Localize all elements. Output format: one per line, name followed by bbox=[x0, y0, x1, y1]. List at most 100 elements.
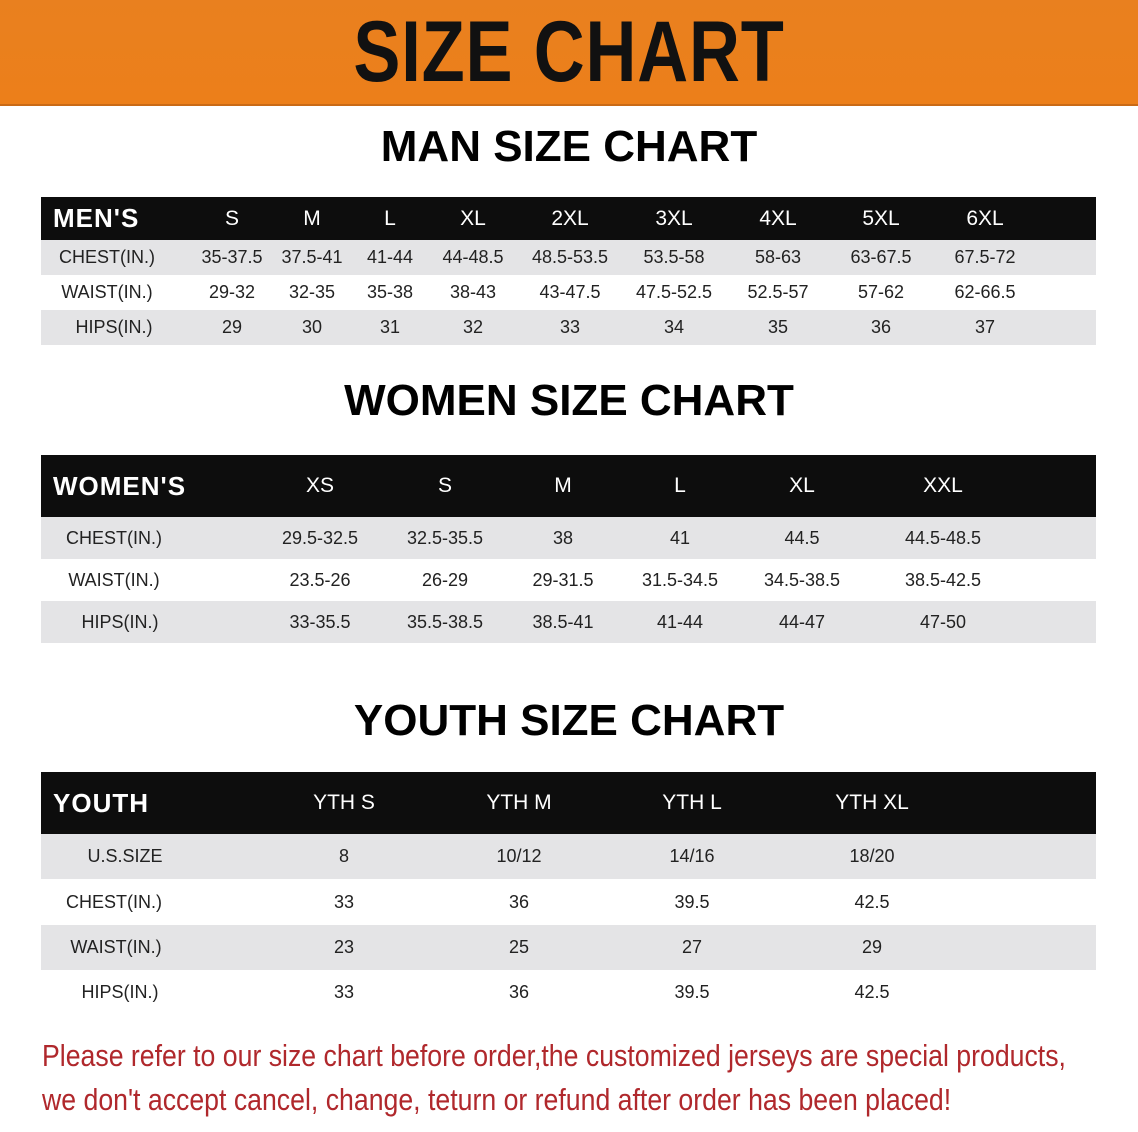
size-header: 4XL bbox=[759, 206, 797, 230]
table-row: CHEST(IN.) 35-37.5 37.5-41 41-44 44-48.5 48.5… bbox=[41, 240, 1096, 275]
table-cell: 44-47 bbox=[778, 611, 826, 632]
women-size-table: WOMEN'S XS S M L XL XXL CHEST(IN.) 29.5-32.5 32.5… bbox=[41, 455, 1096, 643]
size-header: M bbox=[303, 206, 321, 230]
table-cell: 34 bbox=[663, 317, 685, 337]
table-cell: 57-62 bbox=[857, 282, 905, 302]
table-row: HIPS(IN.) 29 30 31 32 33 34 35 36 37 bbox=[41, 310, 1096, 345]
row-label: HIPS(IN.) bbox=[75, 317, 153, 337]
row-label: WAIST(IN.) bbox=[70, 937, 162, 957]
table-cell: 38.5-42.5 bbox=[904, 569, 982, 590]
notice-line-1: Please refer to our size chart before or… bbox=[42, 1038, 1066, 1073]
size-header: S bbox=[437, 474, 453, 497]
table-cell: 33 bbox=[333, 891, 355, 912]
table-cell: 44.5 bbox=[784, 527, 820, 548]
table-cell: 47.5-52.5 bbox=[635, 282, 713, 302]
table-cell: 36 bbox=[508, 982, 530, 1002]
row-label: HIPS(IN.) bbox=[81, 982, 159, 1002]
table-cell: 37.5-41 bbox=[281, 247, 343, 267]
table-cell: 38-43 bbox=[449, 282, 497, 302]
table-cell: 35-38 bbox=[366, 282, 414, 302]
size-header: XXL bbox=[923, 474, 963, 497]
table-cell: 33 bbox=[559, 317, 581, 337]
table-cell: 31.5-34.5 bbox=[641, 569, 719, 590]
row-label: U.S.SIZE bbox=[87, 846, 163, 866]
table-cell: 39.5 bbox=[674, 982, 710, 1002]
size-header: 6XL bbox=[966, 206, 1004, 230]
table-cell: 32 bbox=[462, 317, 484, 337]
youth-header-row: YOUTH YTH S YTH M YTH L YTH XL bbox=[41, 772, 1096, 834]
table-row: WAIST(IN.) 23 25 27 29 bbox=[41, 925, 1096, 970]
row-label: WAIST(IN.) bbox=[61, 282, 153, 302]
table-row: HIPS(IN.) 33-35.5 35.5-38.5 38.5-41 41-44 44-… bbox=[41, 601, 1096, 643]
table-cell: 31 bbox=[379, 317, 401, 337]
table-label: MEN'S bbox=[53, 203, 140, 233]
table-cell: 35-37.5 bbox=[201, 247, 263, 267]
youth-section-title: YOUTH SIZE CHART bbox=[353, 696, 785, 745]
table-cell: 14/16 bbox=[669, 846, 715, 866]
size-header: L bbox=[674, 474, 686, 497]
size-header: 3XL bbox=[655, 206, 693, 230]
table-cell: 25 bbox=[508, 937, 530, 957]
size-header: YTH M bbox=[486, 791, 552, 814]
table-cell: 58-63 bbox=[754, 247, 802, 267]
table-cell: 41-44 bbox=[656, 611, 704, 632]
table-cell: 29-32 bbox=[208, 282, 256, 302]
size-header: XS bbox=[305, 474, 335, 497]
table-label: YOUTH bbox=[53, 787, 149, 818]
table-cell: 52.5-57 bbox=[747, 282, 809, 302]
table-cell: 48.5-53.5 bbox=[531, 247, 609, 267]
row-label: CHEST(IN.) bbox=[66, 527, 162, 548]
table-cell: 35.5-38.5 bbox=[406, 611, 484, 632]
women-section-title: WOMEN SIZE CHART bbox=[344, 376, 794, 425]
table-cell: 33 bbox=[333, 982, 355, 1002]
size-header: S bbox=[224, 206, 240, 230]
table-cell: 32.5-35.5 bbox=[406, 527, 484, 548]
table-label: WOMEN'S bbox=[53, 470, 187, 501]
table-cell: 33-35.5 bbox=[289, 611, 351, 632]
table-row: CHEST(IN.) 29.5-32.5 32.5-35.5 38 41 44.5 44.5… bbox=[41, 517, 1096, 559]
table-cell: 44-48.5 bbox=[442, 247, 504, 267]
row-label: CHEST(IN.) bbox=[66, 891, 162, 912]
notice-line-2: we don't accept cancel, change, teturn o… bbox=[42, 1082, 952, 1117]
table-cell: 8 bbox=[338, 846, 350, 866]
table-cell: 41 bbox=[669, 527, 691, 548]
table-cell: 32-35 bbox=[288, 282, 336, 302]
table-cell: 29 bbox=[861, 937, 883, 957]
row-label: HIPS(IN.) bbox=[81, 611, 159, 632]
table-cell: 44.5-48.5 bbox=[904, 527, 982, 548]
row-label: CHEST(IN.) bbox=[59, 247, 155, 267]
table-cell: 53.5-58 bbox=[643, 247, 705, 267]
table-cell: 38.5-41 bbox=[532, 611, 594, 632]
table-cell: 29-31.5 bbox=[532, 569, 594, 590]
size-header: YTH XL bbox=[835, 791, 909, 814]
youth-size-table: YOUTH YTH S YTH M YTH L YTH XL U.S.SIZE 8 10/12… bbox=[41, 772, 1096, 1015]
men-section-title: MAN SIZE CHART bbox=[380, 122, 758, 171]
table-cell: 29 bbox=[221, 317, 243, 337]
women-header-row: WOMEN'S XS S M L XL XXL bbox=[41, 455, 1096, 517]
men-header-row: MEN'S S M L XL 2XL 3XL 4XL 5XL 6XL bbox=[41, 197, 1096, 240]
header-banner: SIZE CHART bbox=[0, 0, 1138, 106]
table-cell: 41-44 bbox=[366, 247, 414, 267]
size-header: YTH S bbox=[313, 791, 375, 814]
table-cell: 18/20 bbox=[849, 846, 895, 866]
table-cell: 63-67.5 bbox=[850, 247, 912, 267]
size-header: XL bbox=[460, 206, 486, 230]
size-header: L bbox=[384, 206, 396, 230]
table-cell: 62-66.5 bbox=[954, 282, 1016, 302]
size-header: M bbox=[554, 474, 572, 497]
table-row: CHEST(IN.) 33 36 39.5 42.5 bbox=[41, 879, 1096, 925]
table-row: WAIST(IN.) 29-32 32-35 35-38 38-43 43-47.5 47.… bbox=[41, 275, 1096, 310]
table-cell: 29.5-32.5 bbox=[281, 527, 359, 548]
table-cell: 47-50 bbox=[919, 611, 967, 632]
men-size-table: MEN'S S M L XL 2XL 3XL 4XL 5XL 6XL CHEST(IN.) 35-37… bbox=[41, 197, 1096, 345]
size-header: 2XL bbox=[551, 206, 589, 230]
table-cell: 23 bbox=[333, 937, 355, 957]
row-label: WAIST(IN.) bbox=[68, 569, 160, 590]
table-cell: 10/12 bbox=[496, 846, 542, 866]
table-cell: 23.5-26 bbox=[289, 569, 351, 590]
table-cell: 34.5-38.5 bbox=[763, 569, 841, 590]
table-cell: 37 bbox=[974, 317, 996, 337]
size-header: YTH L bbox=[662, 791, 722, 814]
table-cell: 36 bbox=[508, 891, 530, 912]
banner-title: SIZE CHART bbox=[353, 4, 785, 100]
